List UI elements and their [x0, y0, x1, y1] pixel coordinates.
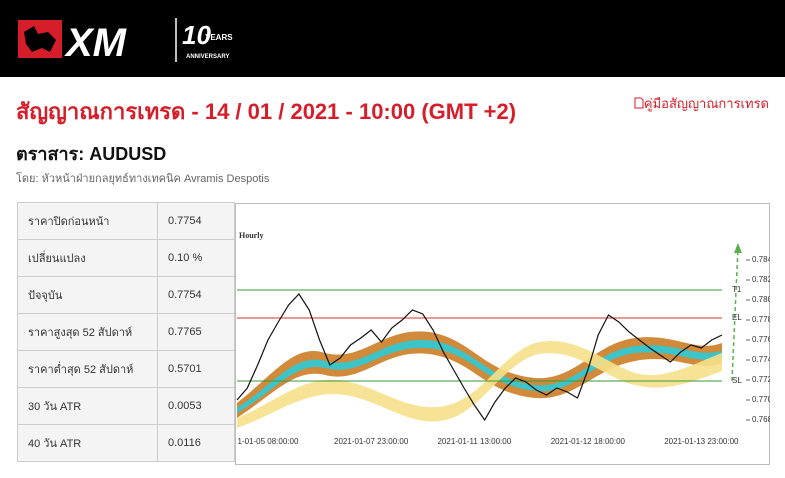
page-title: สัญญาณการเทรด - 14 / 01 / 2021 - 10:00 (… — [16, 99, 517, 124]
stats-table: ราคาปิดก่อนหน้า 0.7754 เปลี่ยนแปลง 0.10 % ปั… — [17, 202, 235, 462]
stat-label: 40 วัน ATR — [17, 424, 158, 462]
x-tick-label: 2021-01-12 18:00:00 — [551, 437, 626, 446]
table-row: ราคาปิดก่อนหน้า 0.7754 — [17, 202, 235, 240]
stat-label: 30 วัน ATR — [17, 387, 158, 425]
level-label: T1 — [732, 285, 742, 294]
x-tick-label: 2021-01-11 13:00:00 — [437, 437, 511, 446]
instrument: ตราสาร: AUDUSD — [16, 144, 167, 164]
stat-label: ราคาสูงสุด 52 สัปดาห์ — [17, 313, 158, 351]
level-label: EL — [732, 313, 742, 322]
top-bar: XM 10 YEARS ANNIVERSARY — [0, 0, 785, 77]
x-tick-label: 2021-01-07 23:00:00 — [334, 437, 409, 446]
stat-value: 0.5701 — [157, 350, 235, 388]
stat-label: เปลี่ยนแปลง — [17, 239, 158, 277]
table-row: 30 วัน ATR 0.0053 — [17, 387, 235, 425]
bull-icon — [24, 26, 56, 52]
anniversary-word: ANNIVERSARY — [186, 54, 229, 60]
stat-label: ราคาปิดก่อนหน้า — [17, 202, 158, 240]
logo: XM 10 YEARS ANNIVERSARY — [18, 18, 233, 65]
stat-value: 0.10 % — [157, 239, 235, 277]
level-label: SL — [732, 376, 742, 385]
stat-label: ปัจจุบัน — [17, 276, 158, 314]
price-line — [236, 293, 723, 422]
anniversary-number: 10 — [182, 20, 211, 50]
table-row: ราคาต่ำสุด 52 สัปดาห์ 0.5701 — [17, 350, 235, 388]
stat-value: 0.7754 — [157, 276, 235, 314]
stat-label: ราคาต่ำสุด 52 สัปดาห์ — [17, 350, 158, 388]
guide-link[interactable]: คู่มือสัญญาณการเทรด — [634, 93, 769, 114]
target-arrow-head — [734, 243, 742, 253]
anniversary-years: YEARS — [205, 33, 233, 42]
table-row: ปัจจุบัน 0.7754 — [17, 276, 235, 314]
pdf-icon — [634, 97, 644, 109]
chart-title: Hourly — [239, 231, 263, 240]
table-row: 40 วัน ATR 0.0116 — [17, 424, 235, 462]
x-tick-label: 2021-01-13 23:00:00 — [664, 437, 739, 446]
x-tick-label: 1-01-05 08:00:00 — [237, 437, 298, 446]
y-tick-label: 0.7840 — [752, 255, 770, 264]
band-outer — [237, 331, 722, 418]
guide-link-text[interactable]: คู่มือสัญญาณการเทรด — [643, 96, 769, 111]
target-arrow — [731, 246, 739, 382]
stat-value: 0.7765 — [157, 313, 235, 351]
logo-text: XM — [64, 21, 128, 65]
table-row: เปลี่ยนแปลง 0.10 % — [17, 239, 235, 277]
author: โดย: หัวหน้าฝ่ายกลยุทธ์ทางเทคนิค Avramis… — [16, 173, 270, 185]
chart-frame — [235, 203, 770, 465]
stat-value: 0.7754 — [157, 202, 235, 240]
stat-value: 0.0116 — [157, 424, 235, 462]
stat-value: 0.0053 — [157, 387, 235, 425]
table-row: ราคาสูงสุด 52 สัปดาห์ 0.7765 — [17, 313, 235, 351]
band-yellow — [237, 340, 722, 428]
